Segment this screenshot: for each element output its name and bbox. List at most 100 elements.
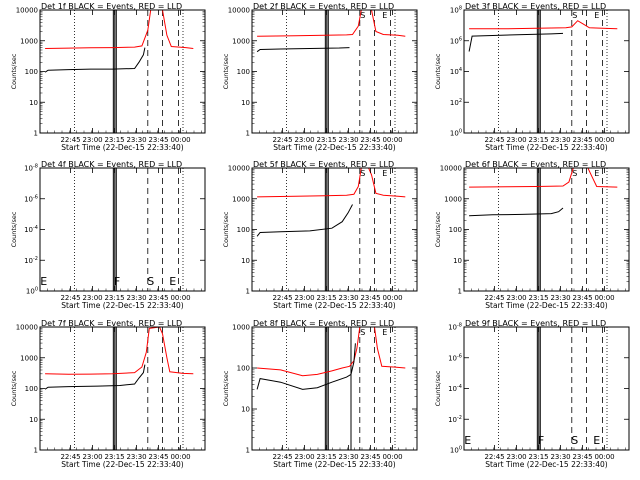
y-tick-label: 100 bbox=[450, 446, 462, 455]
y-tick-label: 108 bbox=[450, 6, 462, 15]
x-tick-label: 23:30 bbox=[550, 294, 570, 302]
x-axis-label: Start Time (22-Dec-15 22:33:40) bbox=[61, 460, 183, 469]
x-tick-label: 22:45 bbox=[272, 453, 292, 461]
x-tick-label: 23:00 bbox=[82, 294, 102, 302]
x-tick-label: 23:30 bbox=[126, 294, 146, 302]
y-tick-label: 100 bbox=[237, 365, 250, 373]
y-tick-label: 1000 bbox=[232, 324, 250, 332]
events-series-line bbox=[256, 343, 356, 390]
plot-frame bbox=[251, 326, 418, 451]
x-axis-label: Start Time (22-Dec-15 22:33:40) bbox=[273, 143, 395, 152]
event-letter: F bbox=[114, 275, 120, 288]
y-tick-label: 102 bbox=[450, 98, 462, 107]
y-tick-label: 10 bbox=[29, 99, 38, 107]
y-tick-label: 10-4 bbox=[24, 225, 38, 234]
y-axis-label: Counts/sec bbox=[222, 370, 230, 406]
y-tick-label: 106 bbox=[450, 36, 462, 45]
y-tick-label: 10-6 bbox=[24, 194, 38, 203]
y-tick-label: 10-8 bbox=[24, 164, 38, 173]
y-tick-label: 10000 bbox=[228, 7, 250, 15]
y-axis-label: Counts/sec bbox=[434, 53, 442, 89]
x-tick-label: 23:00 bbox=[294, 136, 314, 144]
x-tick-label: 23:30 bbox=[338, 453, 358, 461]
y-tick-label: 100 bbox=[449, 226, 462, 234]
x-tick-label: 23:15 bbox=[528, 294, 548, 302]
y-tick-label: 100 bbox=[25, 68, 38, 76]
panel-title: Det 6f BLACK = Events, RED = LLD bbox=[465, 160, 606, 169]
x-tick-label: 23:00 bbox=[506, 294, 526, 302]
x-axis-label: Start Time (22-Dec-15 22:33:40) bbox=[61, 301, 183, 310]
x-tick-label: 22:45 bbox=[484, 453, 504, 461]
y-axis-label: Counts/sec bbox=[10, 53, 18, 89]
x-tick-label: 00:00 bbox=[170, 453, 190, 461]
x-tick-label: 23:30 bbox=[338, 294, 358, 302]
plot-frame bbox=[39, 9, 206, 134]
panel-title: Det 1f BLACK = Events, RED = LLD bbox=[41, 2, 182, 11]
x-tick-label: 23:15 bbox=[104, 453, 124, 461]
x-tick-label: 23:30 bbox=[550, 453, 570, 461]
x-tick-label: 23:00 bbox=[294, 453, 314, 461]
y-tick-label: 10-8 bbox=[448, 323, 462, 332]
x-tick-label: 23:15 bbox=[528, 136, 548, 144]
x-tick-label: 23:00 bbox=[506, 453, 526, 461]
x-tick-label: 23:00 bbox=[82, 136, 102, 144]
events-series-line bbox=[256, 204, 353, 237]
panel-title: Det 3f BLACK = Events, RED = LLD bbox=[465, 2, 606, 11]
x-tick-label: 23:45 bbox=[360, 294, 380, 302]
event-letter: F bbox=[538, 434, 544, 447]
x-tick-label: 00:00 bbox=[594, 453, 614, 461]
x-axis-label: Start Time (22-Dec-15 22:33:40) bbox=[273, 301, 395, 310]
x-tick-label: 00:00 bbox=[170, 294, 190, 302]
x-tick-label: 22:45 bbox=[60, 136, 80, 144]
x-tick-label: 23:15 bbox=[528, 453, 548, 461]
x-tick-label: 23:15 bbox=[316, 453, 336, 461]
x-tick-label: 23:45 bbox=[572, 294, 592, 302]
y-tick-label: 1 bbox=[246, 130, 250, 138]
y-tick-label: 1 bbox=[458, 288, 462, 296]
y-tick-label: 10000 bbox=[16, 7, 38, 15]
x-tick-label: 22:45 bbox=[484, 294, 504, 302]
lld-series-line bbox=[45, 10, 194, 49]
x-tick-label: 22:45 bbox=[272, 136, 292, 144]
lld-series-line bbox=[257, 168, 406, 198]
detector-panel-7: Det 7f BLACK = Events, RED = LLD 1 10 100 10… bbox=[10, 319, 206, 469]
x-axis-label: Start Time (22-Dec-15 22:33:40) bbox=[485, 460, 607, 469]
y-axis-label: Counts/sec bbox=[10, 211, 18, 247]
y-tick-label: 10-6 bbox=[448, 353, 462, 362]
plot-frame bbox=[39, 167, 206, 292]
x-tick-label: 22:45 bbox=[60, 453, 80, 461]
x-tick-label: 22:45 bbox=[272, 294, 292, 302]
events-series-line bbox=[44, 47, 146, 73]
y-tick-label: 1000 bbox=[232, 195, 250, 203]
y-tick-label: 1000 bbox=[20, 354, 38, 362]
event-letter: S bbox=[572, 169, 577, 178]
y-tick-label: 10 bbox=[241, 257, 250, 265]
x-tick-label: 23:15 bbox=[104, 294, 124, 302]
event-letter: E bbox=[464, 434, 471, 447]
x-tick-label: 23:00 bbox=[294, 294, 314, 302]
y-tick-label: 1 bbox=[34, 130, 38, 138]
x-tick-label: 23:30 bbox=[126, 136, 146, 144]
x-tick-label: 00:00 bbox=[594, 294, 614, 302]
event-letter: S bbox=[147, 275, 154, 288]
x-tick-label: 23:45 bbox=[360, 136, 380, 144]
event-letter: E bbox=[593, 434, 600, 447]
y-tick-label: 100 bbox=[237, 68, 250, 76]
event-letter: E bbox=[594, 11, 599, 20]
y-tick-label: 10-4 bbox=[448, 384, 462, 393]
panel-title: Det 7f BLACK = Events, RED = LLD bbox=[41, 319, 182, 328]
plot-frame bbox=[39, 326, 206, 451]
y-tick-label: 10 bbox=[29, 416, 38, 424]
x-tick-label: 00:00 bbox=[382, 453, 402, 461]
event-letter: S bbox=[571, 434, 578, 447]
panel-title: Det 9f BLACK = Events, RED = LLD bbox=[465, 319, 606, 328]
x-tick-label: 23:45 bbox=[572, 136, 592, 144]
events-series-line bbox=[256, 47, 350, 53]
y-axis-label: Counts/sec bbox=[434, 370, 442, 406]
event-letter: E bbox=[382, 169, 387, 178]
